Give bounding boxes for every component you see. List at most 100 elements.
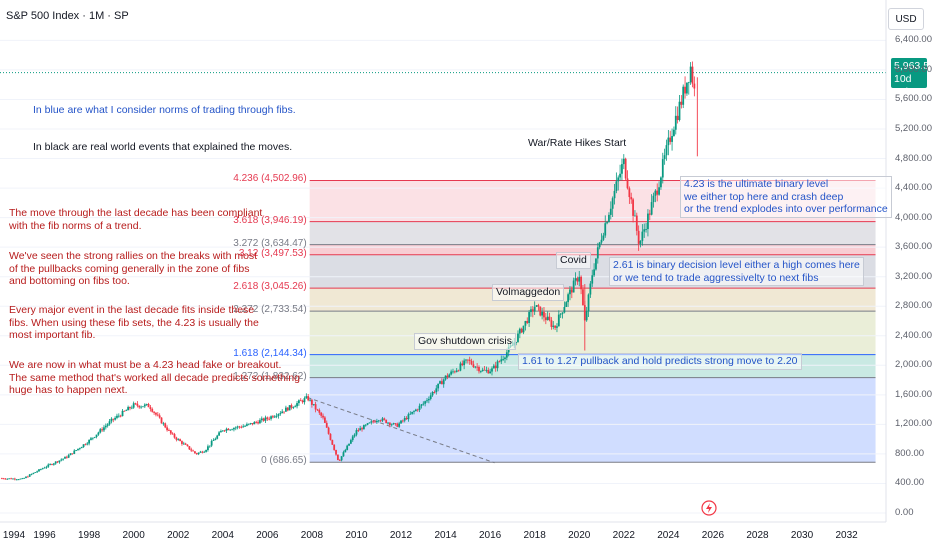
candle-body (260, 418, 263, 421)
fib-label-1.618: 1.618 (2,144.34) (233, 347, 307, 359)
candle-body (19, 478, 22, 480)
candle-body (268, 418, 271, 420)
candle-body (635, 215, 638, 231)
candle-body (689, 66, 692, 83)
candle-body (585, 311, 588, 321)
candle-body (624, 158, 627, 179)
candle-body (489, 371, 492, 374)
candle-body (479, 371, 482, 372)
x-tick-label: 2008 (300, 530, 324, 541)
y-tick-label: 3,200.00 (895, 270, 932, 282)
x-tick-label: 2010 (345, 530, 368, 541)
candle-body (359, 428, 362, 431)
event-volmaggedon: Volmaggedon (492, 284, 565, 301)
candle-body (262, 418, 265, 421)
candle-body (429, 395, 432, 400)
candle-body (398, 423, 401, 427)
candle-body (227, 428, 230, 431)
x-tick-label: 2012 (389, 530, 413, 541)
candle-body (366, 423, 369, 425)
candle-body (518, 328, 521, 334)
candle-body (600, 239, 603, 243)
candle-body (357, 430, 360, 431)
currency-button[interactable]: USD (888, 8, 924, 30)
fib-label-2.272: 2.272 (2,733.54) (233, 304, 307, 316)
candle-body (682, 86, 685, 105)
candle-body (383, 418, 386, 420)
candle-body (296, 403, 298, 407)
candle-body (435, 388, 438, 393)
x-tick-label: 2020 (568, 530, 591, 541)
x-tick-label: 2014 (434, 530, 457, 541)
candle-body (505, 352, 508, 358)
candle-body (446, 375, 449, 377)
candle-body (466, 359, 469, 361)
candle-body (292, 407, 295, 408)
candle-body (673, 129, 675, 136)
y-tick-label: 2,000.00 (895, 359, 932, 371)
candle-body (86, 443, 89, 445)
candle-body (25, 476, 27, 478)
black-intro-note: In black are real world events that expl… (33, 141, 293, 153)
fib-zone (309, 377, 876, 463)
candle-body (305, 396, 308, 399)
candle-body (392, 423, 395, 425)
candle-body (656, 190, 659, 195)
candle-body (619, 173, 621, 178)
candle-body (413, 411, 415, 412)
candle-body (400, 420, 402, 424)
candle-body (459, 363, 462, 371)
candle-body (563, 306, 566, 313)
candle-body (34, 472, 37, 474)
candle-body (253, 421, 256, 425)
candle-body (123, 410, 126, 412)
candle-body (279, 413, 282, 414)
candle-body (416, 409, 419, 411)
candle-body (294, 406, 297, 408)
candle-body (665, 145, 668, 156)
event-gov-shutdown: Gov shutdown crisis (414, 333, 516, 350)
candle-body (632, 199, 634, 216)
candle-body (567, 294, 570, 303)
candle-body (546, 316, 549, 321)
candle-body (125, 410, 128, 412)
candle-body (615, 181, 618, 191)
candle-body (259, 420, 261, 424)
note-261-binary: 2.61 is binary decision level either a h… (609, 257, 864, 286)
candle-body (177, 439, 180, 441)
red-note-paragraph: We've seen the strong rallies on the bre… (9, 250, 257, 288)
candle-body (32, 472, 35, 474)
candle-body (218, 432, 220, 436)
candle-body (582, 289, 584, 306)
candle-body (626, 178, 629, 189)
last-price-value: 5,963.59 (894, 60, 932, 72)
candle-body (531, 309, 534, 312)
red-note-line: The move through the last decade has bee… (9, 207, 263, 219)
candle-body (197, 452, 200, 455)
fib-label-2.618: 2.618 (3,045.26) (233, 281, 307, 293)
candle-body (134, 403, 137, 405)
candle-body (552, 325, 555, 327)
candle-body (106, 424, 109, 426)
x-tick-label: 2016 (479, 530, 502, 541)
candle-body (390, 424, 393, 426)
candle-body (160, 417, 163, 424)
candle-body (422, 403, 425, 405)
candle-body (64, 456, 66, 459)
red-note-line: with the fib norms of a trend. (9, 219, 142, 232)
candle-body (650, 202, 653, 215)
candle-body (299, 400, 302, 402)
symbol-title[interactable]: S&P 500 Index · 1M · SP (6, 10, 129, 22)
candle-body (433, 392, 436, 393)
x-tick-label: 2030 (790, 530, 814, 541)
candle-body (69, 453, 72, 456)
candle-body (0, 478, 3, 480)
candle-body (266, 417, 269, 419)
candle-body (661, 159, 664, 178)
note-423-line: we either top here and crash deep (684, 190, 844, 203)
candle-body (214, 438, 217, 441)
candle-body (221, 430, 224, 432)
candle-body (498, 361, 501, 363)
candle-body (182, 443, 185, 445)
